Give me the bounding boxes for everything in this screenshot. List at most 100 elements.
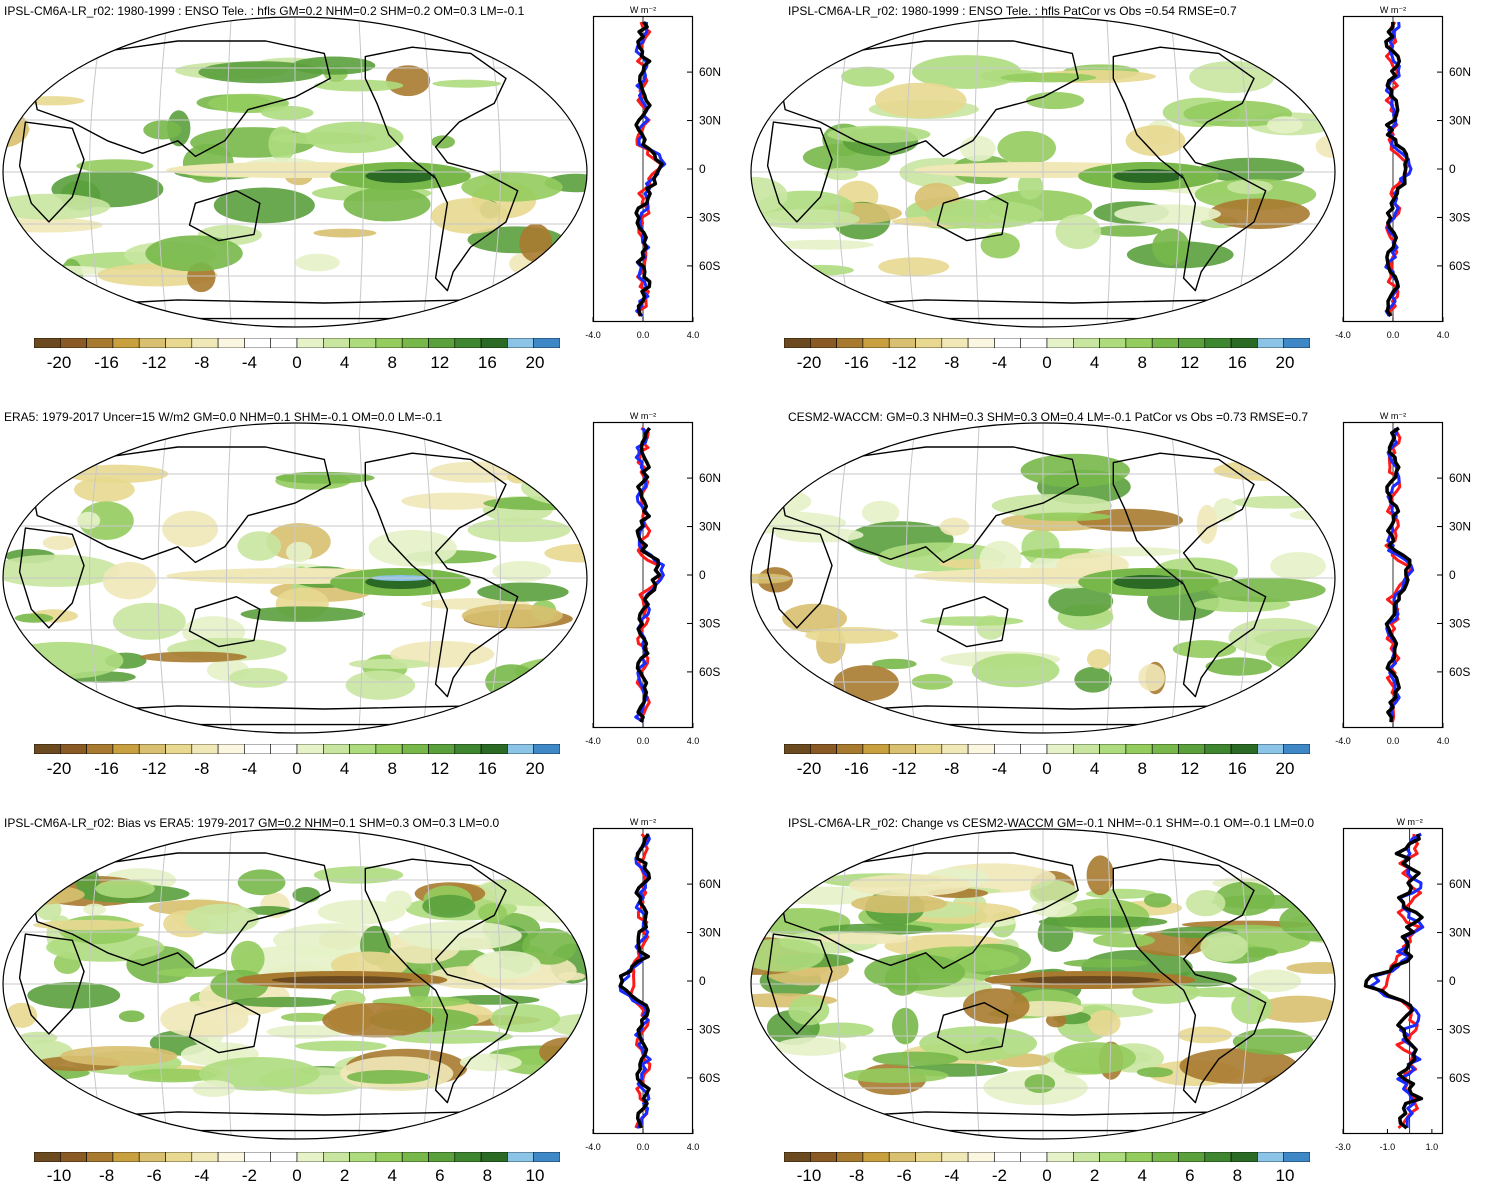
colorbar-swatch <box>1125 1152 1153 1162</box>
colorbar-swatch <box>1257 1152 1284 1162</box>
anomaly-patch <box>872 1051 959 1067</box>
x-tick-label: -4.0 <box>585 330 601 340</box>
colorbar-swatch <box>112 338 140 348</box>
colorbar-swatch <box>941 338 969 348</box>
anomaly-patch <box>864 953 966 991</box>
colorbar <box>784 338 1310 348</box>
anomaly-patch <box>14 613 54 623</box>
coastline-eurasia <box>30 852 331 970</box>
anomaly-patch <box>1185 889 1226 917</box>
coastline-australia <box>936 595 1009 648</box>
anomaly-patch <box>1045 1013 1067 1028</box>
colorbar-swatch <box>480 1152 508 1162</box>
colorbar-swatch <box>941 1152 969 1162</box>
y-tick-label: 30N <box>1449 114 1471 128</box>
colorbar-label: 0 <box>292 759 302 778</box>
anomaly-patch <box>1179 1048 1298 1084</box>
y-tick-label: 0 <box>699 162 706 176</box>
colorbar-swatch <box>217 1152 245 1162</box>
coastline-africa <box>18 933 85 1035</box>
anomaly-patch <box>1213 459 1326 481</box>
colorbar-label: 16 <box>477 759 497 778</box>
anomaly-patch <box>275 471 375 484</box>
graticule-line <box>1169 829 1181 1139</box>
y-tick-label: 30N <box>699 114 721 128</box>
anomaly-patch <box>1205 657 1272 676</box>
colorbar-label: -4 <box>944 1166 960 1185</box>
anomaly-patch <box>552 1066 587 1083</box>
colorbar-label: 16 <box>1227 353 1247 372</box>
map-border <box>2 422 588 734</box>
colorbar-label: -12 <box>141 353 167 372</box>
colorbar-label: 2 <box>339 1166 350 1185</box>
world-map <box>2 422 588 734</box>
x-tick-label: -4.0 <box>585 736 601 746</box>
colorbar-swatch <box>191 744 219 754</box>
colorbar-swatch <box>165 1152 193 1162</box>
anomaly-patch <box>1231 990 1272 1025</box>
colorbar-swatch <box>375 1152 403 1162</box>
y-tick-label: 30S <box>699 1022 720 1036</box>
colorbar-swatch <box>1046 1152 1074 1162</box>
colorbar-swatch <box>480 338 508 348</box>
panel-title: IPSL-CM6A-LR_r02: Change vs CESM2-WACCM … <box>788 816 1315 830</box>
anomaly-patch <box>506 470 530 484</box>
map-border <box>750 422 1336 734</box>
colorbar-swatch <box>915 744 943 754</box>
coastline-australia <box>188 1001 261 1054</box>
anomaly-patch <box>313 866 404 884</box>
colorbar-swatch <box>191 1152 219 1162</box>
y-tick-label: 30N <box>1449 520 1471 534</box>
colorbar-swatch <box>888 338 916 348</box>
coastline-australia <box>936 189 1009 242</box>
anomaly-patch <box>751 938 824 972</box>
y-tick-label: 60N <box>699 877 721 891</box>
x-tick-label: 4.0 <box>1437 330 1450 340</box>
colorbar-label: -12 <box>891 759 917 778</box>
colorbar <box>784 744 1310 754</box>
coastline-eurasia <box>778 446 1079 564</box>
anomaly-patch <box>266 1024 345 1039</box>
panel-title: IPSL-CM6A-LR_r02: Bias vs ERA5: 1979-201… <box>4 816 500 830</box>
colorbar-swatch <box>138 338 166 348</box>
y-tick-label: 30N <box>1449 926 1471 940</box>
y-tick-label: 30N <box>699 926 721 940</box>
colorbar-label: 8 <box>482 1166 493 1185</box>
colorbar-swatch <box>784 1152 811 1162</box>
graticule-line <box>905 423 917 733</box>
colorbar-label: 12 <box>430 759 450 778</box>
colorbar <box>34 338 560 348</box>
graticule-line <box>157 423 169 733</box>
colorbar-label: 4 <box>339 353 350 372</box>
x-tick-label: 0.0 <box>637 330 650 340</box>
colorbar-swatch <box>836 1152 864 1162</box>
colorbar-label: 4 <box>339 759 350 778</box>
anomaly-patch <box>892 1007 919 1045</box>
graticule-line <box>358 17 364 327</box>
y-tick-label: 60S <box>1449 1071 1470 1085</box>
graticule-line <box>1169 423 1181 733</box>
colorbar-label: 8 <box>1232 1166 1243 1185</box>
graticule-line <box>974 17 980 327</box>
anomaly-patch <box>775 1037 847 1056</box>
colorbar-swatch <box>533 338 560 348</box>
colorbar-swatch <box>1020 338 1048 348</box>
y-tick-label: 60S <box>699 259 720 273</box>
panel-title: ERA5: 1979-2017 Uncer=15 W/m2 GM=0.0 NHM… <box>4 410 443 424</box>
colorbar-label: 10 <box>525 1166 545 1185</box>
anomaly-patch <box>1092 933 1155 948</box>
anomaly-patch <box>472 950 541 979</box>
map-border <box>2 828 588 1140</box>
anomaly-patch <box>824 167 859 181</box>
colorbar-swatch <box>1283 338 1310 348</box>
anomaly-patch <box>76 159 154 173</box>
colorbar-label: -16 <box>94 759 119 778</box>
anomaly-patch <box>198 1057 320 1091</box>
colorbar-swatch <box>1257 338 1284 348</box>
anomaly-patch <box>755 209 860 230</box>
anomaly-patch <box>291 56 376 75</box>
colorbar-swatch <box>862 338 890 348</box>
colorbar-label: 16 <box>1227 759 1247 778</box>
colorbar-swatch <box>809 338 837 348</box>
anomaly-patch <box>345 670 416 700</box>
